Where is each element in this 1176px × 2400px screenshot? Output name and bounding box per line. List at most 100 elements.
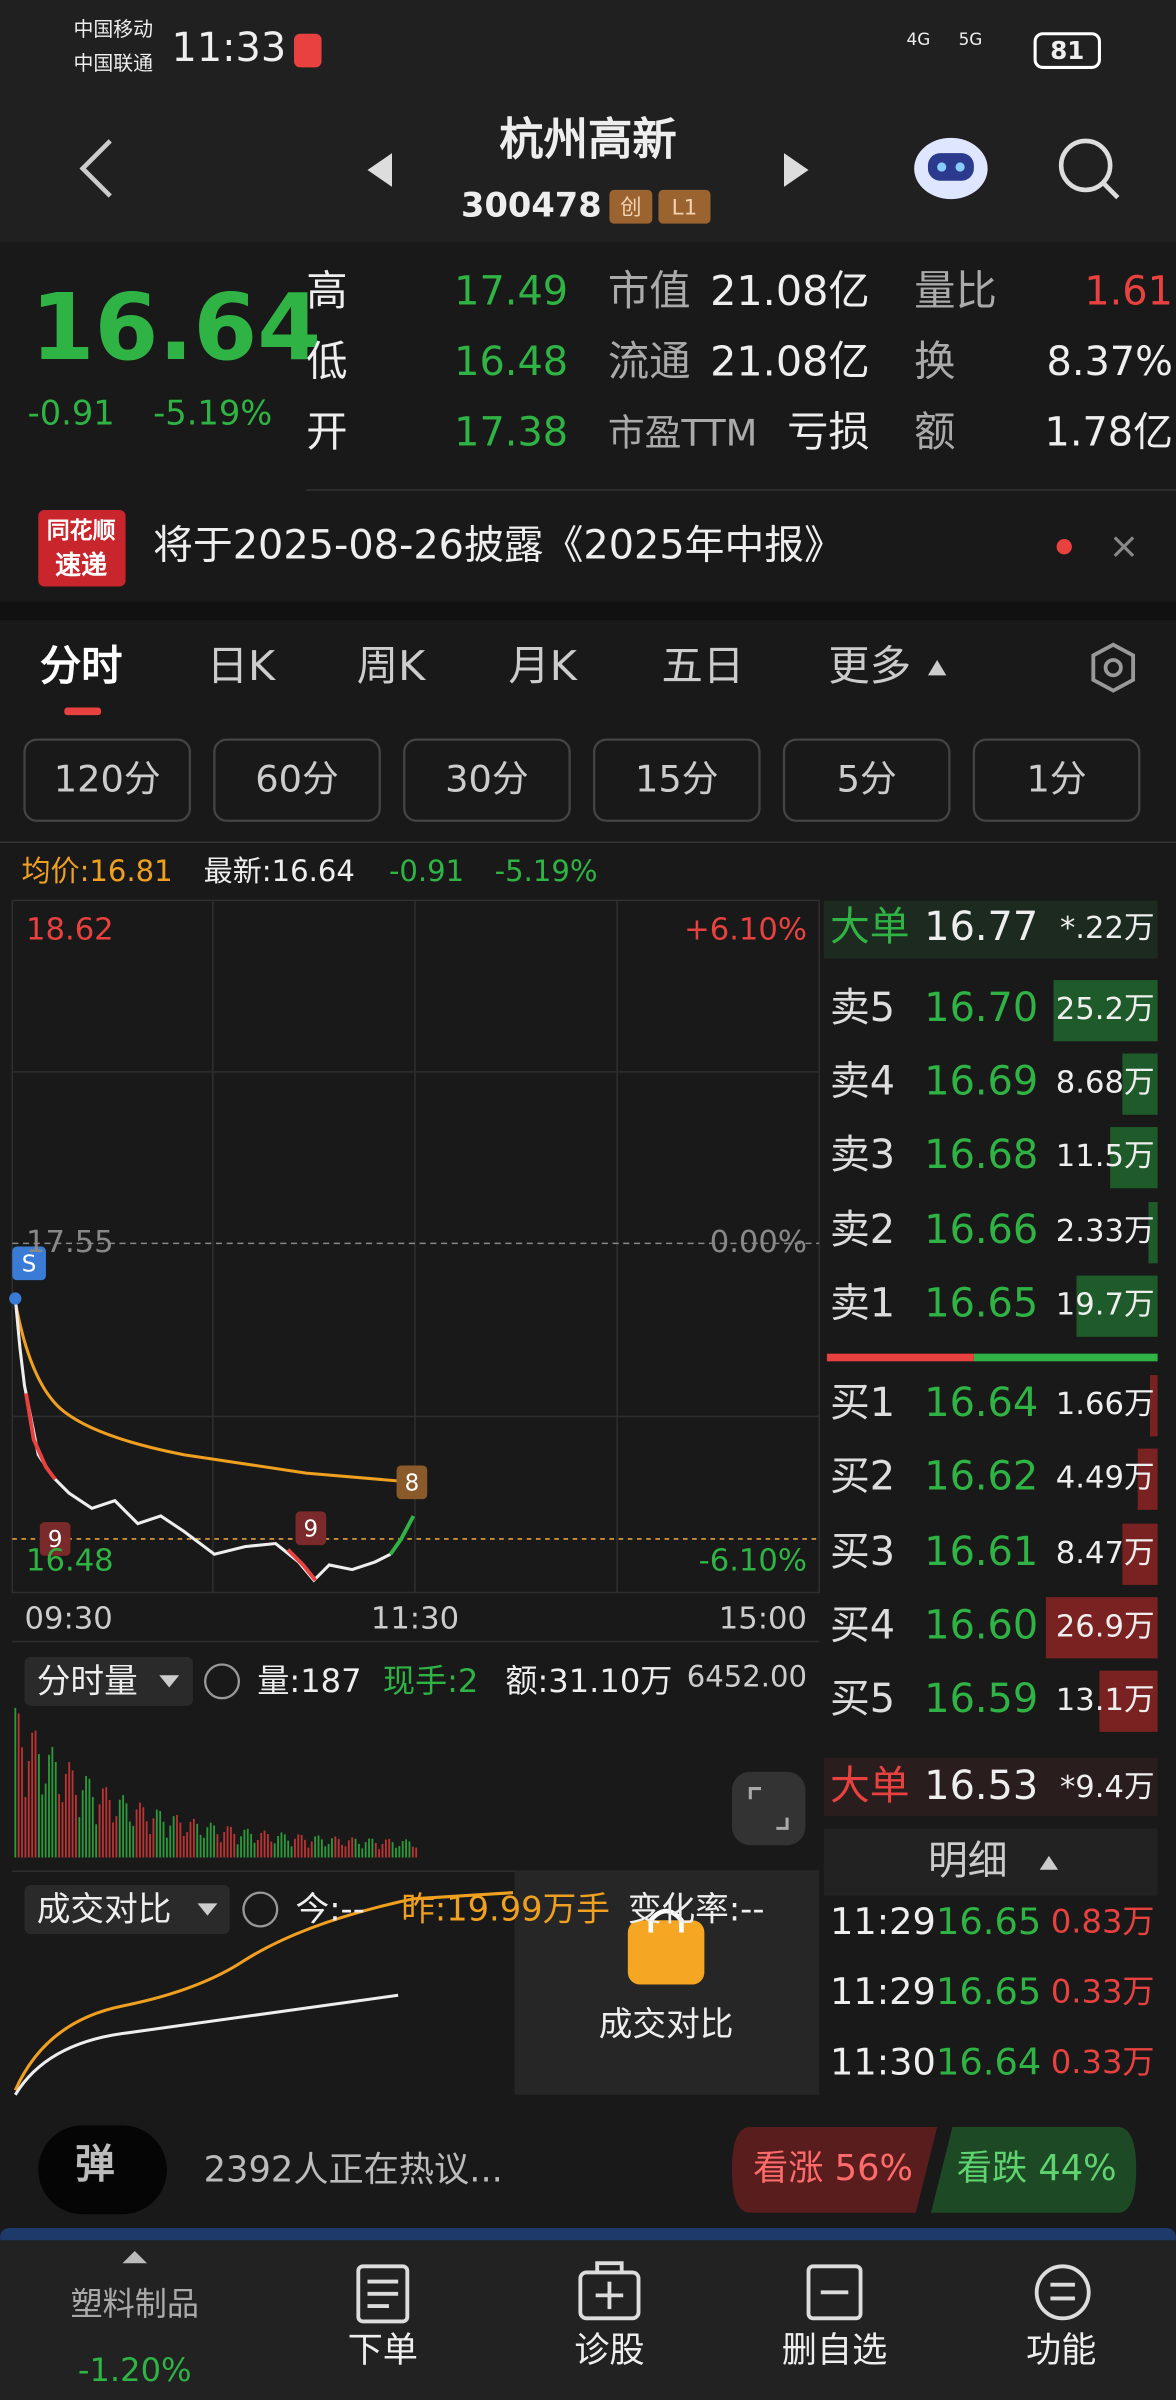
settings-button[interactable]: [1091, 642, 1136, 693]
ask-price: 16.66: [924, 1207, 1038, 1253]
lock-icon: [627, 1920, 705, 1985]
average-line: [13, 1301, 414, 1484]
robot-icon[interactable]: [914, 137, 988, 200]
tab[interactable]: 月K: [508, 642, 577, 690]
time-label: 15:00: [719, 1602, 807, 1637]
danmaku-button[interactable]: [38, 2125, 167, 2215]
axis-label: 17.55: [26, 1225, 114, 1260]
tab[interactable]: 周K: [357, 642, 426, 690]
price-line-up: [388, 1515, 416, 1556]
top-bar: [0, 0, 1176, 242]
depth-bar: [1099, 1670, 1158, 1732]
depth-bar: [1149, 1375, 1158, 1437]
notice-logo: [38, 509, 126, 587]
bear-button[interactable]: [931, 2126, 1137, 2213]
price-line-down: [286, 1548, 317, 1582]
help-icon[interactable]: [204, 1663, 241, 1700]
stat-label: 市值: [608, 267, 691, 315]
tab[interactable]: 日K: [207, 642, 276, 690]
logo-text: 同花顺: [47, 518, 116, 544]
bid-label: 买1: [830, 1380, 895, 1426]
bid-volume: 1.66万: [1056, 1387, 1155, 1422]
notice-dot: [1056, 539, 1072, 555]
settings-button: [1103, 658, 1123, 678]
axis-label: 18.62: [26, 913, 114, 948]
price-line-down: [24, 1393, 57, 1481]
period-button[interactable]: [213, 738, 381, 822]
start-dot: [9, 1292, 22, 1305]
period-button[interactable]: [782, 738, 951, 822]
ask-volume: 8.68万: [1056, 1066, 1155, 1101]
close-notice[interactable]: [1113, 536, 1135, 557]
big-order-price: 16.77: [924, 904, 1038, 950]
tab[interactable]: 五日: [662, 642, 745, 690]
bid-volume: 4.49万: [1056, 1461, 1155, 1496]
ratio-bar: [826, 1353, 974, 1362]
lock-shackle: [648, 1908, 684, 1933]
bid-label: 买2: [830, 1454, 895, 1500]
period-button[interactable]: [403, 738, 571, 822]
stat-value: 21.08亿: [710, 337, 870, 385]
period-button[interactable]: [592, 738, 761, 822]
price-change: -0.91: [28, 394, 115, 433]
battery: 81: [1050, 36, 1084, 65]
sector-name: 塑料制品: [70, 2285, 199, 2323]
help-icon[interactable]: [242, 1891, 279, 1928]
sector-change: -1.20%: [78, 2351, 192, 2389]
tab[interactable]: 更多: [828, 642, 911, 690]
nav-label[interactable]: 诊股: [574, 2330, 644, 2371]
nav-label[interactable]: 删自选: [782, 2330, 888, 2371]
lock-label: 成交对比: [599, 2004, 734, 2043]
nav-label[interactable]: 下单: [348, 2330, 418, 2371]
info-percent: -5.19%: [495, 854, 598, 888]
prev-stock[interactable]: [367, 153, 393, 187]
axis-label: -6.10%: [699, 1543, 807, 1578]
ask-price: 16.68: [924, 1132, 1038, 1178]
bid-label: 买3: [830, 1529, 895, 1575]
compare-today: 今:--: [296, 1890, 365, 1929]
volume-bars: [17, 1713, 418, 1858]
next-stock[interactable]: [784, 153, 809, 187]
nav-label[interactable]: 功能: [1026, 2330, 1096, 2371]
stat-label: 高: [306, 267, 347, 315]
carrier: 中国移动: [74, 18, 154, 41]
back-button[interactable]: [79, 139, 112, 198]
stat-value: 亏损: [787, 408, 870, 456]
badge: [609, 189, 653, 224]
tab[interactable]: 分时: [40, 642, 123, 690]
compare-selector[interactable]: [24, 1885, 230, 1935]
period-button[interactable]: [23, 738, 192, 822]
depth-bar: [1122, 1053, 1158, 1115]
period-button[interactable]: [972, 738, 1141, 822]
marker: [396, 1465, 428, 1500]
detail-header: [823, 1828, 1158, 1896]
stat-label: 开: [306, 408, 347, 456]
badge-label: 创: [620, 195, 641, 220]
discussion-text: 2392人正在热议...: [204, 2149, 503, 2190]
carrier: 中国联通: [74, 52, 154, 75]
ask-volume: 25.2万: [1056, 992, 1155, 1027]
period-label: 15分: [635, 757, 719, 800]
trade-time: 11:30: [830, 2041, 936, 2084]
stat-value: 17.38: [454, 409, 568, 455]
big-order-label: 大单: [830, 904, 910, 950]
expand-button[interactable]: [731, 1771, 806, 1846]
ask-label: 卖3: [830, 1132, 895, 1178]
volume-selector[interactable]: [24, 1656, 193, 1706]
big-order-row: [823, 900, 1158, 959]
ask-volume: 19.7万: [1056, 1288, 1155, 1323]
ask-label: 卖2: [830, 1207, 895, 1253]
ask-label: 卖4: [830, 1059, 895, 1105]
bull-button[interactable]: [731, 2126, 938, 2213]
sector-arrow[interactable]: [122, 2250, 148, 2264]
compare-yesterday: 昨:19.99万手: [401, 1890, 610, 1929]
bear-label: 看跌 44%: [957, 2148, 1117, 2189]
dropdown-arrow: [159, 1675, 180, 1688]
period-label: 5分: [837, 757, 897, 800]
last-price: 16.64: [31, 274, 322, 381]
search-button[interactable]: [1058, 138, 1120, 200]
stat-value: 1.61: [1084, 269, 1173, 315]
trade-price: 16.65: [936, 1970, 1041, 2013]
